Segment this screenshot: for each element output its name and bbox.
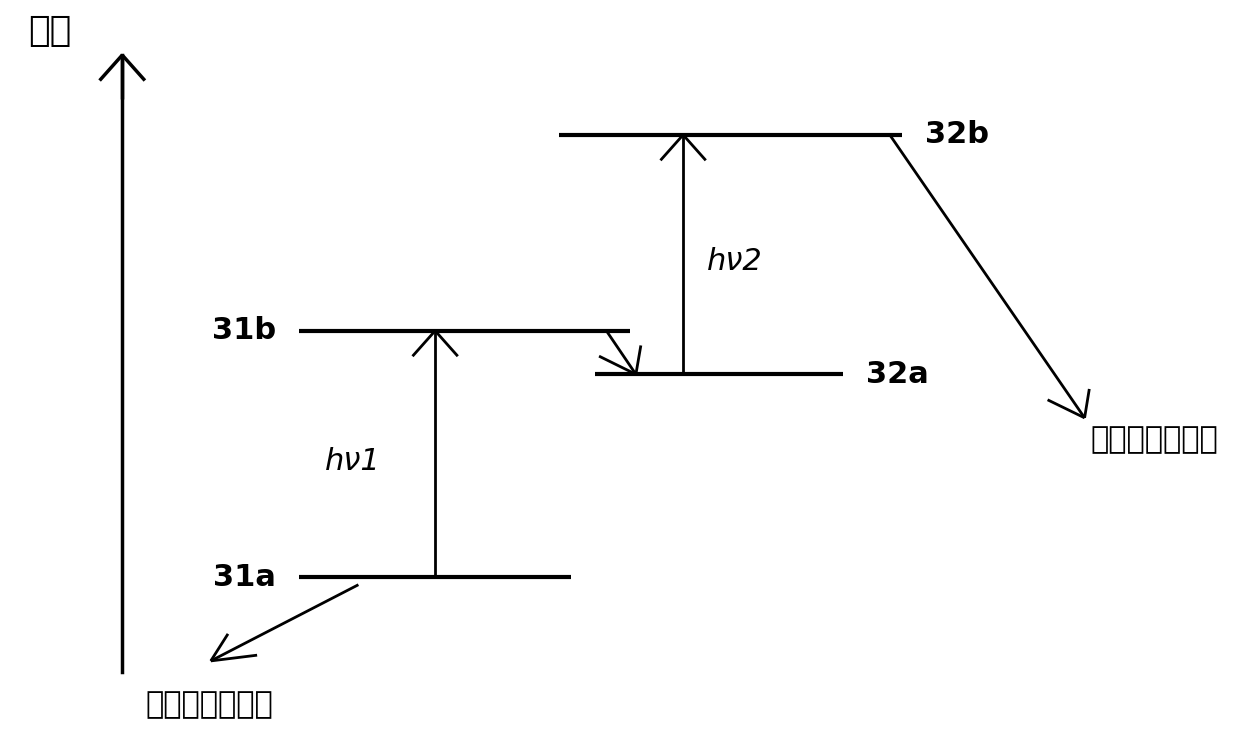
Text: 32a: 32a bbox=[867, 360, 929, 389]
Text: 能量: 能量 bbox=[27, 14, 71, 48]
Text: 32b: 32b bbox=[925, 120, 990, 149]
Text: 有机物等的氧化: 有机物等的氧化 bbox=[146, 690, 274, 719]
Text: 31a: 31a bbox=[213, 563, 275, 592]
Text: 31b: 31b bbox=[212, 316, 275, 345]
Text: hν2: hν2 bbox=[707, 247, 763, 276]
Text: hν1: hν1 bbox=[325, 447, 381, 476]
Text: 氧自由基的生成: 氧自由基的生成 bbox=[1090, 425, 1218, 454]
